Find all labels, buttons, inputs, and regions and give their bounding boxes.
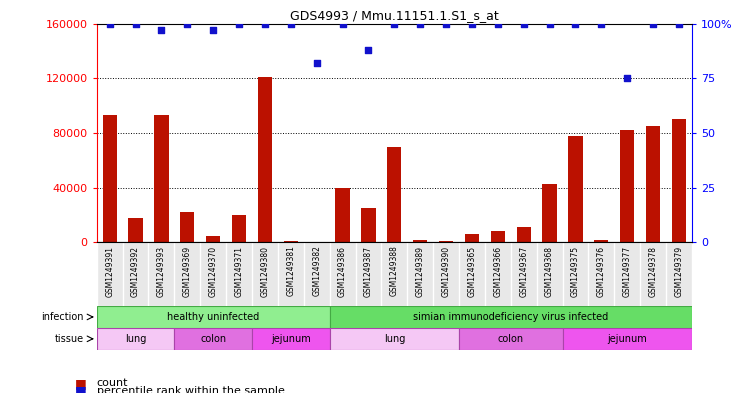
Bar: [672, 119, 686, 242]
Bar: [387, 147, 402, 242]
Bar: [206, 235, 220, 242]
Point: [440, 20, 452, 27]
Text: colon: colon: [498, 334, 524, 344]
Bar: [129, 218, 143, 242]
Text: GSM1249379: GSM1249379: [675, 246, 684, 297]
Point: [362, 47, 374, 53]
Text: colon: colon: [200, 334, 226, 344]
Bar: [413, 240, 427, 242]
Bar: [283, 241, 298, 242]
Point: [208, 27, 219, 33]
Text: infection: infection: [41, 312, 84, 322]
Bar: [103, 115, 117, 242]
Bar: [97, 306, 330, 328]
Text: GSM1249390: GSM1249390: [442, 246, 451, 297]
Text: GSM1249391: GSM1249391: [105, 246, 114, 297]
Point: [285, 20, 297, 27]
Point: [103, 20, 115, 27]
Bar: [330, 328, 459, 350]
Point: [492, 20, 504, 27]
Point: [647, 20, 659, 27]
Text: GSM1249380: GSM1249380: [260, 246, 269, 297]
Text: GSM1249378: GSM1249378: [649, 246, 658, 297]
Text: GSM1249392: GSM1249392: [131, 246, 140, 297]
Bar: [491, 231, 505, 242]
Text: GSM1249387: GSM1249387: [364, 246, 373, 297]
Text: GSM1249386: GSM1249386: [338, 246, 347, 297]
Bar: [336, 188, 350, 242]
Point: [595, 20, 607, 27]
Bar: [542, 184, 557, 242]
Point: [414, 20, 426, 27]
Bar: [232, 215, 246, 242]
Point: [155, 27, 167, 33]
Point: [388, 20, 400, 27]
Bar: [154, 115, 169, 242]
Text: simian immunodeficiency virus infected: simian immunodeficiency virus infected: [413, 312, 609, 322]
Point: [466, 20, 478, 27]
Point: [259, 20, 271, 27]
Point: [569, 20, 581, 27]
Text: jejunum: jejunum: [271, 334, 311, 344]
Text: GSM1249375: GSM1249375: [571, 246, 580, 297]
Bar: [174, 328, 252, 350]
Bar: [568, 136, 583, 242]
Point: [182, 20, 193, 27]
Text: GSM1249376: GSM1249376: [597, 246, 606, 297]
Point: [129, 20, 141, 27]
Bar: [562, 328, 692, 350]
Bar: [180, 212, 194, 242]
Bar: [439, 241, 453, 242]
Text: lung: lung: [384, 334, 405, 344]
Bar: [594, 240, 609, 242]
Bar: [97, 328, 174, 350]
Text: ■: ■: [74, 384, 86, 393]
Bar: [620, 130, 635, 242]
Text: GSM1249370: GSM1249370: [208, 246, 218, 297]
Point: [336, 20, 348, 27]
Bar: [516, 227, 530, 242]
Text: count: count: [97, 378, 128, 388]
Text: GSM1249368: GSM1249368: [545, 246, 554, 297]
Text: ■: ■: [74, 376, 86, 390]
Text: GSM1249367: GSM1249367: [519, 246, 528, 297]
Text: lung: lung: [125, 334, 147, 344]
Text: GSM1249377: GSM1249377: [623, 246, 632, 297]
Text: GSM1249382: GSM1249382: [312, 246, 321, 296]
Text: GSM1249365: GSM1249365: [467, 246, 476, 297]
Text: percentile rank within the sample: percentile rank within the sample: [97, 386, 285, 393]
Point: [544, 20, 556, 27]
Point: [233, 20, 245, 27]
Point: [311, 60, 323, 66]
Point: [621, 75, 633, 81]
Bar: [646, 126, 660, 242]
Text: GSM1249393: GSM1249393: [157, 246, 166, 297]
Text: tissue: tissue: [54, 334, 84, 344]
Bar: [252, 328, 330, 350]
Bar: [465, 234, 479, 242]
Text: GSM1249371: GSM1249371: [234, 246, 243, 297]
Text: GSM1249381: GSM1249381: [286, 246, 295, 296]
Bar: [362, 208, 376, 242]
Text: jejunum: jejunum: [607, 334, 647, 344]
Point: [518, 20, 530, 27]
Point: [673, 20, 685, 27]
Bar: [330, 306, 692, 328]
Text: GSM1249369: GSM1249369: [183, 246, 192, 297]
Bar: [258, 77, 272, 242]
Text: GSM1249366: GSM1249366: [493, 246, 502, 297]
Text: healthy uninfected: healthy uninfected: [167, 312, 260, 322]
Text: GSM1249389: GSM1249389: [416, 246, 425, 297]
Text: GSM1249388: GSM1249388: [390, 246, 399, 296]
Bar: [459, 328, 562, 350]
Title: GDS4993 / Mmu.11151.1.S1_s_at: GDS4993 / Mmu.11151.1.S1_s_at: [290, 9, 498, 22]
